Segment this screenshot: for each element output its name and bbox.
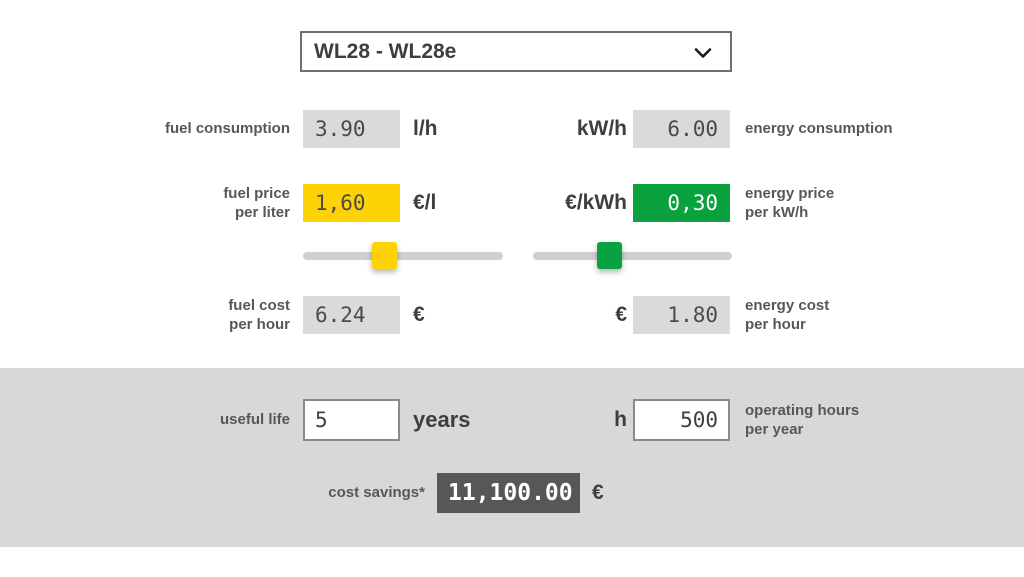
fuel-cost-value: 6.24 [303,296,400,334]
fuel-price-label: fuel price per liter [223,185,290,221]
fuel-consumption-value: 3.90 [303,110,400,148]
cost-savings-value: 11,100.00 [437,473,580,513]
energy-price-label: energy price per kW/h [745,185,835,221]
fuel-consumption-unit: l/h [413,117,438,140]
energy-consumption-label: energy consumption [745,120,893,137]
fuel-price-slider[interactable] [303,242,503,269]
chevron-down-icon [691,41,715,65]
energy-consumption-unit: kW/h [576,117,627,140]
model-select-value: WL28 - WL28e [314,39,457,63]
fuel-cost-label: fuel cost per hour [228,297,290,333]
model-select-dropdown[interactable]: WL28 - WL28e [300,31,732,72]
fuel-price-slider-handle[interactable] [372,242,397,269]
energy-cost-unit: € [615,303,627,326]
energy-price-slider-handle[interactable] [597,242,623,269]
fuel-price-unit: €/l [413,191,437,214]
fuel-cost-unit: € [413,303,425,326]
operating-hours-input[interactable] [633,399,730,441]
energy-price-unit: €/kWh [565,191,627,214]
energy-consumption-value: 6.00 [633,110,730,148]
operating-hours-unit: h [614,408,627,431]
useful-life-unit: years [413,407,471,432]
energy-cost-label: energy cost per hour [745,297,830,333]
useful-life-label: useful life [219,411,290,428]
fuel-price-value: 1,60 [303,184,400,222]
fuel-consumption-label: fuel consumption [165,120,290,137]
energy-price-slider[interactable] [533,242,732,269]
cost-savings-label: cost savings* [328,484,425,501]
energy-price-value: 0,30 [633,184,730,222]
cost-savings-unit: € [592,481,604,504]
energy-cost-value: 1.80 [633,296,730,334]
operating-hours-label: operating hours per year [745,402,860,438]
useful-life-input[interactable] [303,399,400,441]
lifetime-section-background [0,368,1024,547]
